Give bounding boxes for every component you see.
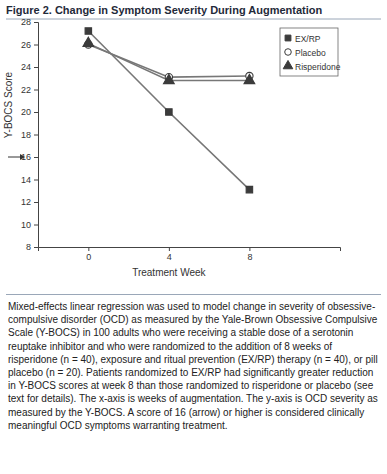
x-tick: 8 bbox=[247, 247, 252, 262]
y-tick: 24 bbox=[21, 62, 38, 72]
y-tick-mark bbox=[34, 202, 38, 203]
legend-label: EX/RP bbox=[295, 34, 321, 44]
series-marker bbox=[166, 109, 172, 115]
x-axis-title: Treatment Week bbox=[132, 267, 206, 278]
y-tick: 10 bbox=[21, 220, 38, 230]
x-tick-mark bbox=[88, 247, 89, 251]
legend-label: Risperidone bbox=[295, 62, 341, 72]
y-tick-label: 22 bbox=[21, 85, 31, 95]
legend-marker bbox=[285, 35, 291, 41]
y-tick-mark bbox=[34, 247, 38, 248]
y-tick-mark bbox=[34, 157, 38, 158]
x-tick-mark bbox=[249, 247, 250, 251]
series-marker bbox=[246, 186, 252, 192]
y-tick-label: 12 bbox=[21, 197, 31, 207]
y-tick: 12 bbox=[21, 197, 38, 207]
legend: EX/RP Placebo Risperidone bbox=[280, 28, 341, 76]
series-marker bbox=[83, 37, 94, 46]
series-marker bbox=[163, 74, 174, 83]
y-tick-mark bbox=[34, 45, 38, 46]
x-axis: 0 4 8 bbox=[39, 247, 341, 262]
y-tick-label: 14 bbox=[21, 175, 31, 185]
legend-marker bbox=[283, 60, 293, 68]
y-axis-line bbox=[34, 23, 39, 248]
annotation-arrow bbox=[8, 154, 25, 160]
y-tick: 28 bbox=[21, 17, 38, 27]
y-tick: 18 bbox=[21, 130, 38, 140]
x-tick-label: 0 bbox=[86, 252, 91, 262]
x-axis-line bbox=[39, 248, 341, 252]
y-tick: 22 bbox=[21, 85, 38, 95]
title-rule bbox=[6, 19, 381, 20]
series-line bbox=[88, 31, 249, 190]
plot-marks bbox=[83, 28, 255, 193]
y-tick-label: 10 bbox=[21, 220, 31, 230]
y-axis-title: Y-BOCS Score bbox=[3, 71, 14, 138]
y-tick-mark bbox=[34, 90, 38, 91]
x-tick-label: 4 bbox=[167, 252, 172, 262]
series-line bbox=[88, 45, 249, 78]
y-tick-label: 8 bbox=[26, 242, 31, 252]
x-tick-label: 8 bbox=[247, 252, 252, 262]
y-tick-mark bbox=[34, 180, 38, 181]
y-tick: 8 bbox=[26, 242, 38, 252]
caption-rule bbox=[6, 294, 381, 295]
y-tick-label: 24 bbox=[21, 62, 31, 72]
x-tick: 4 bbox=[167, 247, 172, 262]
annotation-arrow-shaft bbox=[8, 157, 20, 158]
y-tick-mark bbox=[34, 135, 38, 136]
series-marker bbox=[85, 28, 91, 34]
y-tick-label: 26 bbox=[21, 40, 31, 50]
y-tick-mark bbox=[34, 112, 38, 113]
y-tick-label: 16 bbox=[21, 152, 31, 162]
y-tick-mark bbox=[34, 67, 38, 68]
y-tick-label: 20 bbox=[21, 107, 31, 117]
y-tick-label: 18 bbox=[21, 130, 31, 140]
y-tick: 14 bbox=[21, 175, 38, 185]
series-marker bbox=[244, 74, 255, 83]
y-tick-mark bbox=[34, 22, 38, 23]
legend-marker bbox=[285, 49, 292, 56]
y-tick: 16 bbox=[21, 152, 38, 162]
caption: Mixed-effects linear regression was used… bbox=[8, 300, 378, 432]
y-tick-mark bbox=[34, 225, 38, 226]
annotation-arrow-head bbox=[20, 154, 25, 160]
x-tick-mark bbox=[169, 247, 170, 251]
legend-label: Placebo bbox=[295, 48, 326, 58]
x-tick: 0 bbox=[86, 247, 91, 262]
y-axis: 8 10 12 14 16 18 20 22 24 26 28 bbox=[21, 17, 39, 252]
y-tick-label: 28 bbox=[21, 17, 31, 27]
y-tick: 20 bbox=[21, 107, 38, 117]
chart: Figure 2. Change in Symptom Severity Dur… bbox=[0, 0, 387, 292]
y-tick: 26 bbox=[21, 40, 38, 50]
title: Figure 2. Change in Symptom Severity Dur… bbox=[6, 4, 322, 16]
